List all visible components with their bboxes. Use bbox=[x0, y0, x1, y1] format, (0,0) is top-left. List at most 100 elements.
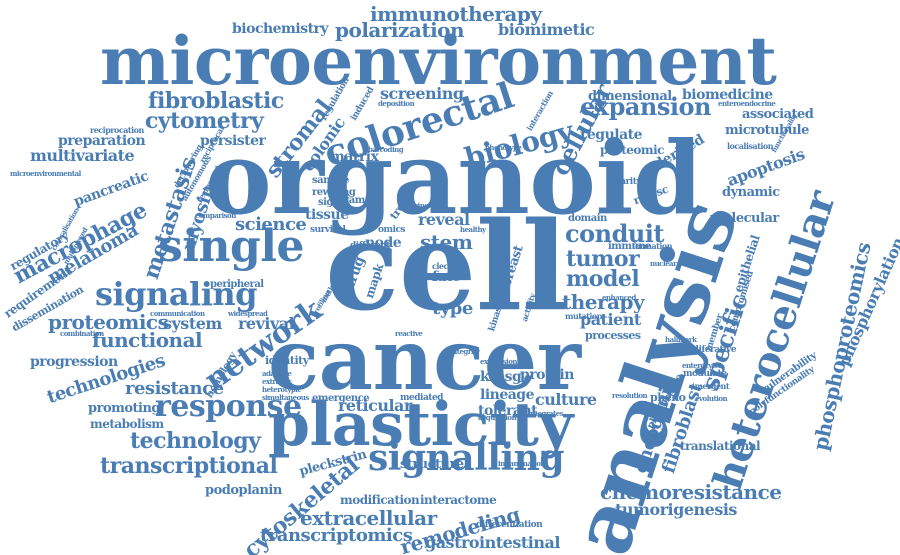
word-biomedicine: biomedicine bbox=[682, 87, 773, 103]
word-translational: translational bbox=[680, 439, 761, 453]
word-reactive: reactive bbox=[395, 329, 423, 338]
word-biomimetic: biomimetic bbox=[498, 20, 595, 39]
word-multivariate: multivariate bbox=[30, 146, 135, 165]
word-heterotypic: heterotypic bbox=[262, 385, 302, 394]
word-evolution: evolution bbox=[695, 394, 728, 403]
word-fate: fate bbox=[432, 269, 461, 285]
word-widespread: widespread bbox=[228, 309, 268, 318]
word-chemoresistance: chemoresistance bbox=[600, 480, 782, 504]
word-interactome: interactome bbox=[420, 493, 497, 507]
word-response: response bbox=[155, 389, 302, 424]
word-podoplanin: podoplanin bbox=[205, 483, 282, 498]
word-domain: domain bbox=[568, 213, 607, 224]
word-dynamic: dynamic bbox=[722, 185, 780, 200]
word-fibroblastic: fibroblastic bbox=[148, 88, 284, 114]
word-cytometry: cytometry bbox=[145, 108, 264, 134]
word-structure: structure bbox=[400, 457, 464, 472]
word-tissue: tissue bbox=[305, 207, 349, 223]
word-biochemistry: biochemistry bbox=[232, 21, 329, 37]
word-metabolism: metabolism bbox=[90, 417, 164, 431]
word-hallmark: hallmark bbox=[665, 335, 697, 344]
word-preparation: preparation bbox=[58, 133, 146, 149]
word-expression: expression bbox=[480, 357, 517, 366]
word-differentiation: differentiation bbox=[476, 520, 543, 530]
word-revival: revival bbox=[238, 314, 295, 333]
word-phenotype: phenotype bbox=[485, 143, 522, 152]
word-persister: persister bbox=[200, 133, 266, 149]
word-integrity: integrity bbox=[450, 347, 480, 356]
word-localisation: localisation bbox=[727, 141, 774, 151]
word-immunotherapy: immunotherapy bbox=[370, 2, 542, 26]
word-polarization: polarization bbox=[335, 18, 465, 42]
word-simultaneous: simultaneous bbox=[262, 393, 309, 402]
word-combination: combination bbox=[60, 329, 104, 338]
word-processes: processes bbox=[585, 329, 641, 342]
word-mutation: mutation bbox=[565, 311, 603, 321]
word-inflammation: inflammation bbox=[498, 459, 545, 468]
word-reciprocation: reciprocation bbox=[90, 125, 144, 135]
word-associated: associated bbox=[742, 107, 814, 122]
word-tumorigenesis: tumorigenesis bbox=[615, 500, 737, 519]
word-culture: culture bbox=[535, 390, 597, 409]
word-patient: patient bbox=[580, 310, 641, 329]
word-family: family bbox=[345, 195, 377, 206]
word-lineage: lineage bbox=[480, 387, 535, 403]
word-emergence: emergence bbox=[312, 393, 370, 404]
word-signalling: signalling bbox=[368, 437, 565, 479]
word-polarity: polarity bbox=[606, 177, 642, 187]
word-therapy: therapy bbox=[562, 290, 645, 314]
word-intrinsic: intrinsic bbox=[405, 201, 434, 210]
word-apoptosis: apoptosis bbox=[724, 144, 808, 190]
word-identity: identity bbox=[265, 354, 309, 367]
word-promoting: promoting bbox=[88, 401, 161, 416]
word-expansion: expansion bbox=[580, 92, 711, 121]
word-immune: immune bbox=[608, 241, 651, 252]
word-model: model bbox=[566, 266, 640, 292]
word-proliferative: proliferative bbox=[680, 345, 737, 355]
word-dimensional: dimensional bbox=[588, 89, 672, 104]
word-sample: sample bbox=[312, 175, 349, 186]
word-rewiring: rewiring bbox=[312, 187, 356, 198]
word-communication: communication bbox=[150, 309, 205, 318]
word-enhanced: enhanced bbox=[602, 293, 636, 302]
word-plasticity: plasticity bbox=[268, 390, 573, 460]
word-extracellular: extracellular bbox=[300, 506, 437, 530]
word-organoid: organoid bbox=[205, 119, 703, 237]
word-integrates: integrates bbox=[528, 409, 564, 418]
word-functional: functional bbox=[92, 328, 203, 352]
word-barcoding: barcoding bbox=[368, 145, 404, 154]
word-tumor: tumor bbox=[566, 246, 640, 272]
word-single: single bbox=[158, 221, 304, 272]
word-formation: formation bbox=[632, 241, 673, 251]
word-progression: progression bbox=[30, 354, 118, 370]
word-node: node bbox=[365, 235, 402, 251]
word-modulate: modulate bbox=[683, 369, 727, 379]
word-clec: clec bbox=[432, 261, 448, 271]
word-comparison: comparison bbox=[195, 211, 236, 220]
word-conduit: conduit bbox=[565, 219, 665, 248]
word-microenvironment: microenvironment bbox=[100, 22, 777, 100]
word-reticular: reticular bbox=[338, 396, 412, 415]
word-emergent: emergent bbox=[690, 381, 730, 391]
word-screening: screening bbox=[380, 84, 464, 103]
word-mediated: mediated bbox=[400, 393, 443, 403]
word-science: science bbox=[235, 214, 307, 235]
word-technology: technology bbox=[130, 428, 261, 454]
word-protein: protein bbox=[520, 367, 574, 383]
word-acquisition: acquisition bbox=[478, 413, 517, 422]
word-pheno: pheno bbox=[650, 391, 686, 404]
word-enteroendocrine: enteroendocrine bbox=[718, 99, 776, 108]
word-krasg: krasg bbox=[480, 369, 522, 385]
word-proteomic: proteomic bbox=[600, 143, 664, 157]
word-resistance: resistance bbox=[125, 378, 224, 399]
word-survival: survival bbox=[310, 225, 346, 235]
word-different: different bbox=[350, 241, 390, 251]
word-proteomics: proteomics bbox=[48, 310, 169, 334]
word-reveal: reveal bbox=[418, 210, 470, 229]
word-signaling: signaling bbox=[95, 275, 258, 313]
word-healthy: healthy bbox=[460, 225, 486, 234]
word-gastrointestinal: gastrointestinal bbox=[425, 533, 560, 552]
word-transcriptomics: transcriptomics bbox=[260, 525, 413, 546]
word-tolerant: tolerant bbox=[478, 403, 538, 419]
